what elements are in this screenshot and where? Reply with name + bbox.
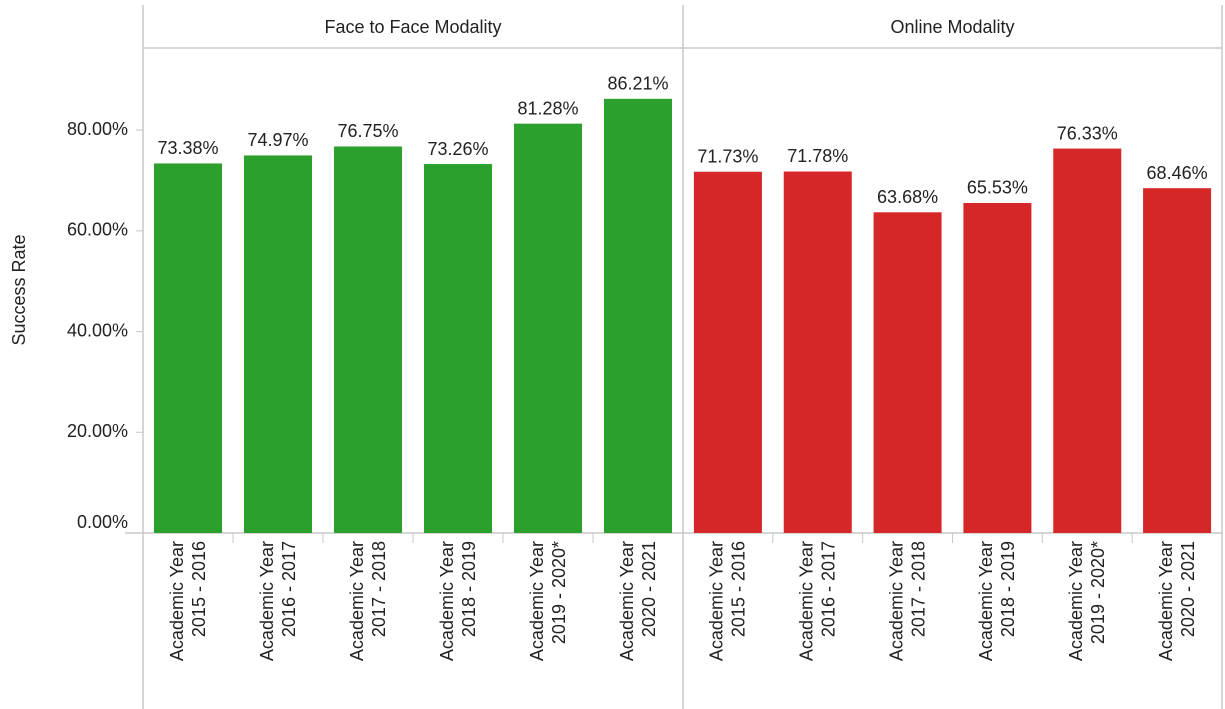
bar xyxy=(963,202,1032,533)
x-tick-label: Academic Year xyxy=(886,541,906,661)
x-tick-label: Academic Year xyxy=(347,541,367,661)
x-tick-label: 2020 - 2021 xyxy=(639,541,659,637)
value-label: 81.28% xyxy=(517,98,578,118)
bar xyxy=(693,171,762,534)
value-label: 63.68% xyxy=(877,187,938,207)
x-tick-label: 2018 - 2019 xyxy=(459,541,479,637)
bar xyxy=(334,146,402,533)
x-tick-label: Academic Year xyxy=(1066,541,1086,661)
bar xyxy=(424,164,492,533)
x-tick-label: 2019 - 2020* xyxy=(549,541,569,644)
value-label: 71.73% xyxy=(697,146,758,166)
x-tick-label: Academic Year xyxy=(707,541,727,661)
x-tick-label: 2018 - 2019 xyxy=(998,541,1018,637)
x-tick-label: 2015 - 2016 xyxy=(729,541,749,637)
y-tick-label: 40.00% xyxy=(67,320,128,340)
x-tick-label: Academic Year xyxy=(167,541,187,661)
bar xyxy=(514,123,582,533)
x-tick-label: Academic Year xyxy=(527,541,547,661)
value-label: 71.78% xyxy=(787,146,848,166)
bar xyxy=(154,163,222,533)
x-tick-label: 2017 - 2018 xyxy=(369,541,389,637)
x-tick-label: 2020 - 2021 xyxy=(1178,541,1198,637)
y-tick-label: 20.00% xyxy=(67,421,128,441)
bar xyxy=(1053,148,1122,533)
value-label: 74.97% xyxy=(247,130,308,150)
value-label: 76.75% xyxy=(337,121,398,141)
value-label: 76.33% xyxy=(1057,123,1118,143)
x-tick-label: Academic Year xyxy=(257,541,277,661)
x-tick-label: 2016 - 2017 xyxy=(279,541,299,637)
x-tick-label: Academic Year xyxy=(617,541,637,661)
x-tick-label: 2016 - 2017 xyxy=(819,541,839,637)
value-label: 73.38% xyxy=(157,138,218,158)
bar xyxy=(604,98,672,534)
x-tick-label: 2015 - 2016 xyxy=(189,541,209,637)
value-label: 86.21% xyxy=(607,74,668,94)
bar xyxy=(873,212,942,533)
x-tick-label: Academic Year xyxy=(976,541,996,661)
y-tick-label: 60.00% xyxy=(67,220,128,240)
value-label: 65.53% xyxy=(967,178,1028,198)
panel-title: Online Modality xyxy=(890,17,1014,37)
panel-title: Face to Face Modality xyxy=(324,17,501,37)
y-axis-title: Success Rate xyxy=(9,234,29,345)
value-label: 73.26% xyxy=(427,139,488,159)
x-tick-label: 2019 - 2020* xyxy=(1088,541,1108,644)
y-tick-label: 80.00% xyxy=(67,119,128,139)
x-tick-label: 2017 - 2018 xyxy=(908,541,928,637)
x-tick-label: Academic Year xyxy=(437,541,457,661)
value-label: 68.46% xyxy=(1147,163,1208,183)
x-tick-label: Academic Year xyxy=(797,541,817,661)
y-tick-label: 0.00% xyxy=(77,512,128,532)
bar xyxy=(1143,188,1212,533)
bar xyxy=(783,171,852,533)
x-tick-label: Academic Year xyxy=(1156,541,1176,661)
bar xyxy=(244,155,312,533)
